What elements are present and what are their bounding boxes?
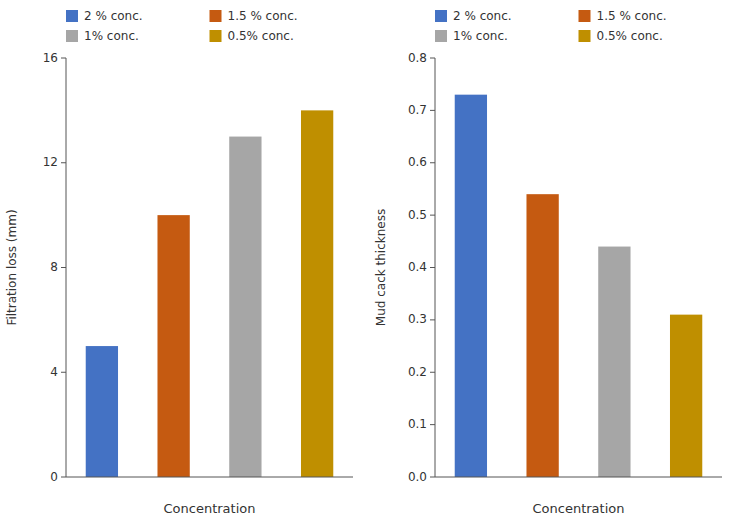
y-tick-label: 0.1	[408, 417, 427, 431]
y-tick	[430, 267, 435, 268]
y-tick-label: 0.0	[408, 470, 427, 484]
legend: 2 % conc. 1.5 % conc. 1% conc. 0.5% conc.	[435, 9, 667, 43]
legend-label: 1% conc.	[453, 29, 508, 43]
legend-label: 1.5 % conc.	[228, 9, 298, 23]
y-tick	[430, 319, 435, 320]
legend-label: 0.5% conc.	[228, 29, 294, 43]
y-tick-label: 0.7	[408, 103, 427, 117]
y-tick-label: 0.2	[408, 365, 427, 379]
bar	[598, 247, 630, 477]
y-tick	[61, 477, 66, 478]
y-tick	[430, 110, 435, 111]
x-axis-line	[66, 477, 353, 478]
bars	[455, 95, 703, 477]
y-tick-label: 8	[50, 260, 58, 274]
legend-swatch	[210, 30, 222, 42]
y-tick	[61, 267, 66, 268]
y-axis-label: Filtration loss (mm)	[5, 209, 19, 325]
y-tick	[61, 162, 66, 163]
y-tick-label: 0.5	[408, 208, 427, 222]
y-tick-label: 4	[50, 365, 58, 379]
y-tick	[430, 215, 435, 216]
y-tick-label: 0.3	[408, 312, 427, 326]
y-tick	[430, 424, 435, 425]
y-tick-label: 16	[43, 51, 58, 65]
legend-label: 1% conc.	[84, 29, 139, 43]
bar	[229, 137, 261, 477]
y-tick	[430, 372, 435, 373]
x-axis-line	[435, 477, 722, 478]
bar	[670, 315, 702, 477]
bar	[301, 110, 333, 477]
y-axis-label: Mud cack thickness	[374, 209, 388, 326]
y-tick-label: 12	[43, 155, 58, 169]
legend-swatch	[435, 10, 447, 22]
y-tick	[430, 477, 435, 478]
legend: 2 % conc. 1.5 % conc. 1% conc. 0.5% conc.	[66, 9, 298, 43]
panel: 0 4 8 12 16 Concentration Filtration loss (mm)…	[5, 9, 353, 517]
legend-swatch	[66, 30, 78, 42]
legend-swatch	[66, 10, 78, 22]
y-tick	[430, 162, 435, 163]
bar	[526, 194, 558, 477]
y-tick	[430, 58, 435, 59]
legend-swatch	[579, 10, 591, 22]
legend-label: 0.5% conc.	[597, 29, 663, 43]
legend-swatch	[435, 30, 447, 42]
legend-label: 2 % conc.	[84, 9, 143, 23]
y-tick-label: 0.6	[408, 155, 427, 169]
y-tick-label: 0.4	[408, 260, 427, 274]
legend-swatch	[210, 10, 222, 22]
bar	[455, 95, 487, 477]
bars	[86, 110, 334, 477]
legend-label: 1.5 % conc.	[597, 9, 667, 23]
bar	[157, 215, 189, 477]
bar	[86, 346, 118, 477]
y-tick-label: 0	[50, 470, 58, 484]
figure: 0 4 8 12 16 Concentration Filtration loss (mm)…	[0, 0, 738, 527]
y-tick	[61, 372, 66, 373]
x-axis-label: Concentration	[533, 501, 625, 516]
y-tick-label: 0.8	[408, 51, 427, 65]
panel: 0.0 0.1 0.2 0.3 0.4 0.5 0.6 0.7 0.8 Concentration…	[374, 9, 722, 517]
legend-label: 2 % conc.	[453, 9, 512, 23]
x-axis-label: Concentration	[164, 501, 256, 516]
y-tick	[61, 58, 66, 59]
legend-swatch	[579, 30, 591, 42]
